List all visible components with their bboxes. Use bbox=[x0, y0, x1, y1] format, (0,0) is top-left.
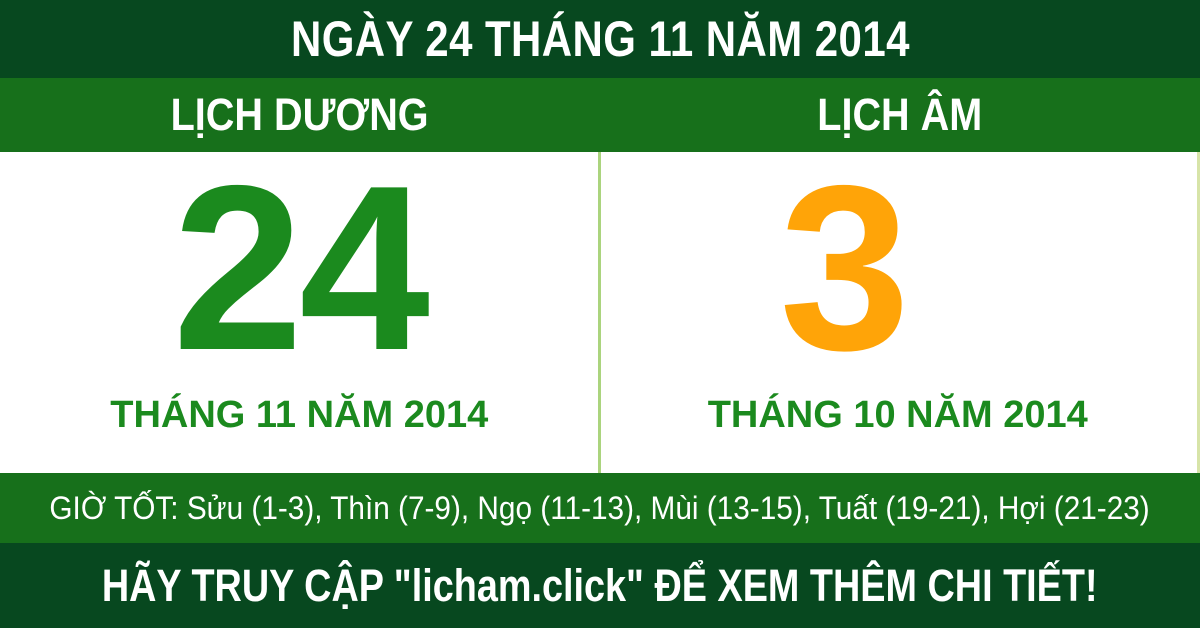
footer-call-to-action: HÃY TRUY CẬP "licham.click" ĐỂ XEM THÊM … bbox=[102, 559, 1098, 611]
date-title-bar: NGÀY 24 THÁNG 11 NĂM 2014 bbox=[0, 0, 1200, 78]
solar-month-year-label: THÁNG 11 NĂM 2014 bbox=[110, 394, 489, 436]
good-hours-text: GIỜ TỐT: Sửu (1-3), Thìn (7-9), Ngọ (11-… bbox=[49, 489, 1151, 526]
solar-calendar-label: LỊCH DƯƠNG bbox=[170, 89, 430, 140]
calendar-type-header: LỊCH DƯƠNG LỊCH ÂM bbox=[0, 78, 1200, 152]
lunar-calendar-label: LỊCH ÂM bbox=[817, 89, 983, 140]
lunar-day-number: 3 bbox=[779, 135, 910, 399]
calendar-body: 24 THÁNG 11 NĂM 2014 3 THÁNG 10 NĂM 2014 bbox=[0, 135, 1200, 473]
column-divider bbox=[598, 152, 601, 473]
lunar-column: 3 THÁNG 10 NĂM 2014 bbox=[599, 135, 1198, 473]
solar-header-cell: LỊCH DƯƠNG bbox=[0, 78, 600, 152]
good-hours-bar: GIỜ TỐT: Sửu (1-3), Thìn (7-9), Ngọ (11-… bbox=[0, 473, 1200, 543]
solar-day-number: 24 bbox=[172, 135, 430, 399]
date-title: NGÀY 24 THÁNG 11 NĂM 2014 bbox=[290, 11, 910, 67]
lunar-header-cell: LỊCH ÂM bbox=[600, 78, 1200, 152]
solar-column: 24 THÁNG 11 NĂM 2014 bbox=[0, 135, 599, 473]
footer-bar: HÃY TRUY CẬP "licham.click" ĐỂ XEM THÊM … bbox=[0, 543, 1200, 628]
lunar-month-year-label: THÁNG 10 NĂM 2014 bbox=[707, 394, 1088, 436]
